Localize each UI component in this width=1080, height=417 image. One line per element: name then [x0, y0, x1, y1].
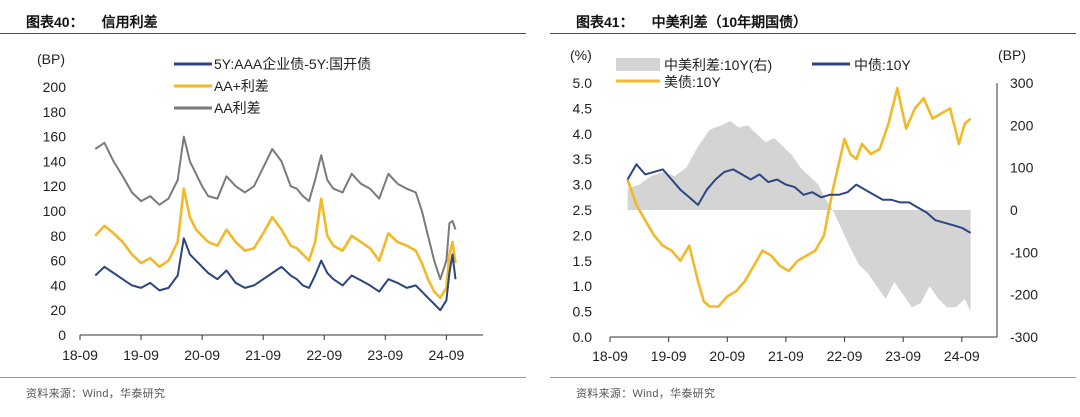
left-figure-title: 图表40： 信用利差	[26, 12, 158, 32]
right-y-tick-label-left: 5.0	[573, 75, 593, 91]
left-y-tick-label: 0	[58, 327, 66, 343]
right-figure-number: 图表41：	[576, 14, 634, 30]
right-y-tick-label-right: 300	[1010, 75, 1034, 91]
right-figure-subtitle: 中美利差（10年期国债）	[651, 14, 808, 30]
right-x-tick-label: 19-09	[651, 348, 687, 364]
right-y-tick-label-left: 1.5	[573, 253, 593, 269]
left-y-tick-label: 200	[43, 79, 67, 95]
right-y-axis-unit-left: (%)	[570, 47, 592, 63]
left-y-tick-label: 140	[43, 153, 67, 169]
right-y-tick-label-right: 0	[1010, 202, 1018, 218]
right-y-tick-label-left: 0.0	[573, 329, 593, 345]
left-figure-subtitle: 信用利差	[101, 14, 158, 30]
left-x-tick-label: 18-09	[62, 347, 98, 363]
right-x-tick-label: 21-09	[768, 348, 804, 364]
left-x-tick-label: 19-09	[123, 347, 159, 363]
legend-label-cn_10y: 中债:10Y	[854, 57, 911, 73]
legend-label-us_10y: 美债:10Y	[664, 74, 721, 90]
legend-label-aa: AA利差	[214, 100, 261, 116]
left-x-tick-label: 22-09	[306, 347, 342, 363]
right-y-tick-label-right: -100	[1010, 244, 1038, 260]
left-source-note: 资料来源：Wind，华泰研究	[26, 388, 166, 400]
legend-label-spread_10y: 中美利差:10Y(右)	[664, 57, 772, 73]
right-y-tick-label-left: 2.5	[573, 202, 593, 218]
right-x-tick-label: 23-09	[885, 348, 921, 364]
left-title-rule	[0, 33, 526, 34]
right-x-tick-label: 18-09	[592, 348, 628, 364]
right-footer-rule	[550, 377, 1076, 378]
series-line-us_10y	[626, 86, 972, 308]
left-x-tick-label: 24-09	[428, 347, 464, 363]
left-x-tick-label: 23-09	[367, 347, 403, 363]
left-y-tick-label: 160	[43, 129, 67, 145]
credit-spread-chart: (BP) 0 20 40 60 80 100 120 140 160 180 200 18-09 19-0…	[37, 51, 483, 363]
legend-label-aa_plus: AA+利差	[214, 78, 269, 94]
cn-us-spread-chart: (%) (BP) 0.0 0.5 1.0 1.5 2.0 2.5 3.0 3.5 4.0 4.5 5.0…	[570, 47, 1038, 364]
left-y-tick-label: 40	[50, 277, 66, 293]
right-y-tick-label-right: -300	[1010, 329, 1038, 345]
left-y-tick-label: 120	[43, 178, 67, 194]
right-figure-title: 图表41： 中美利差（10年期国债）	[576, 12, 807, 32]
right-y-tick-label-right: 100	[1010, 160, 1034, 176]
series-line-spread_5y	[94, 237, 457, 312]
left-y-axis-unit: (BP)	[37, 51, 65, 67]
left-y-tick-label: 180	[43, 104, 67, 120]
left-figure-panel: 图表40： 信用利差 (BP) 0 20 40 60 80 100 120 140 160 180 20…	[0, 0, 530, 417]
left-figure-number: 图表40：	[26, 14, 84, 30]
legend-swatch-spread_10y	[616, 58, 660, 71]
right-y-tick-label-left: 1.0	[573, 278, 593, 294]
right-x-tick-label: 20-09	[709, 348, 745, 364]
right-y-tick-label-right: -200	[1010, 287, 1038, 303]
left-x-tick-label: 20-09	[184, 347, 220, 363]
right-y-tick-label-right: 200	[1010, 117, 1034, 133]
right-figure-panel: 图表41： 中美利差（10年期国债） (%) (BP) 0.0 0.5 1.0 1.5 2.0…	[550, 0, 1080, 417]
right-y-tick-label-left: 3.5	[573, 151, 593, 167]
series-line-aa	[94, 135, 457, 281]
left-y-tick-label: 80	[50, 228, 66, 244]
left-footer-rule	[0, 377, 526, 378]
right-y-tick-label-left: 2.0	[573, 227, 593, 243]
right-y-tick-label-left: 0.5	[573, 304, 593, 320]
right-x-tick-label: 22-09	[827, 348, 863, 364]
left-x-tick-label: 21-09	[245, 347, 281, 363]
left-y-tick-label: 60	[50, 253, 66, 269]
series-line-cn_10y	[626, 163, 972, 234]
right-x-tick-label: 24-09	[944, 348, 980, 364]
right-source-note: 资料来源：Wind，华泰研究	[576, 388, 716, 400]
series-area-spread_10y	[627, 121, 971, 312]
left-y-tick-label: 100	[43, 203, 67, 219]
right-y-axis-unit-right: (BP)	[998, 47, 1026, 63]
legend-label-spread_5y: 5Y:AAA企业债-5Y:国开债	[214, 56, 371, 72]
right-y-tick-label-left: 4.0	[573, 126, 593, 142]
left-y-tick-label: 20	[50, 302, 66, 318]
right-title-rule	[550, 33, 1076, 34]
series-line-aa_plus	[94, 187, 457, 300]
right-y-tick-label-left: 4.5	[573, 100, 593, 116]
right-y-tick-label-left: 3.0	[573, 177, 593, 193]
